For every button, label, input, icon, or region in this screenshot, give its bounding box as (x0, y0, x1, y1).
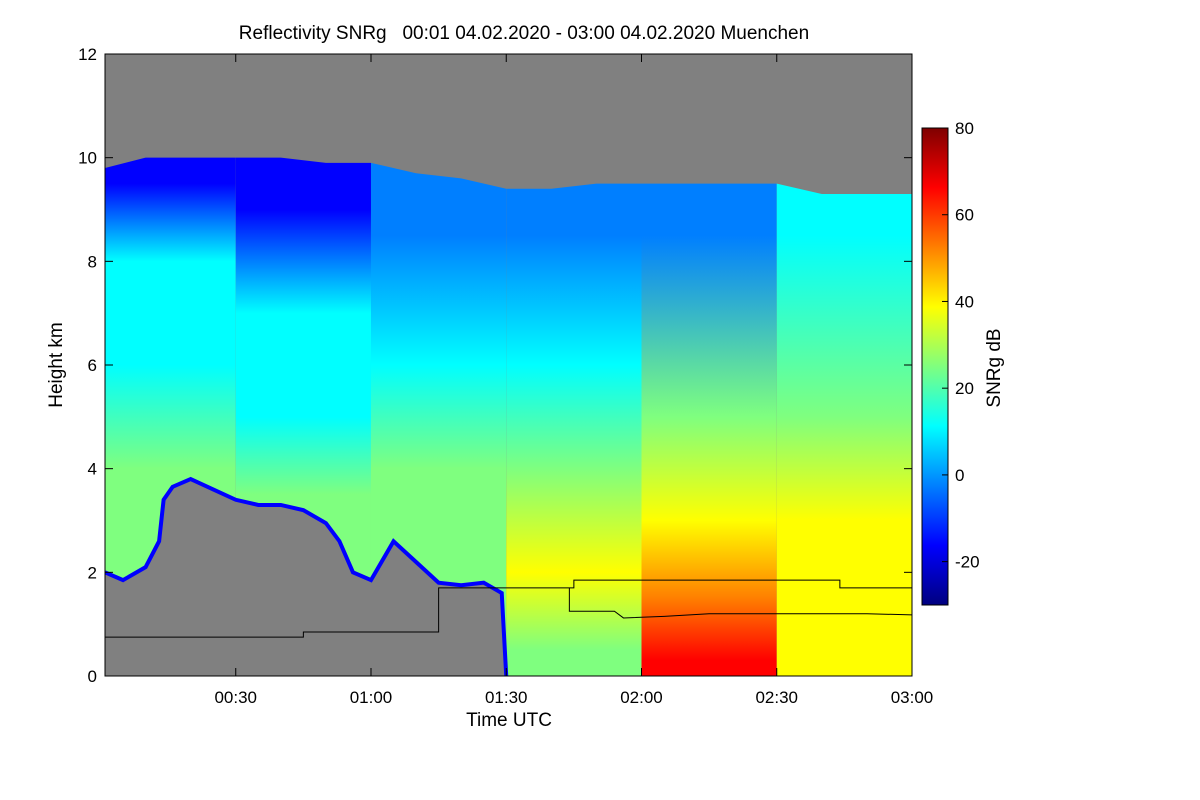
y-axis-label: Height km (46, 322, 67, 408)
y-tick-label: 6 (88, 356, 97, 375)
colorbar-tick-label: 0 (955, 466, 964, 485)
plot-area (105, 54, 912, 676)
colorbar-tick-label: 80 (955, 119, 974, 138)
x-tick-label: 01:00 (350, 688, 393, 707)
colorbar-tick-label: 20 (955, 379, 974, 398)
x-axis-label: Time UTC (466, 710, 552, 731)
x-tick-label: 03:00 (891, 688, 934, 707)
no-data-above-cloud (105, 54, 912, 194)
y-tick-label: 10 (78, 149, 97, 168)
no-data-dry-layer (105, 479, 507, 676)
colorbar-tick-label: 60 (955, 206, 974, 225)
dry-layer-edge (105, 476, 509, 676)
boundary-line-upper (105, 579, 912, 638)
colorbar-tick-label: 40 (955, 292, 974, 311)
y-tick-label: 8 (88, 252, 97, 271)
y-tick-label: 0 (88, 667, 97, 686)
y-tick-label: 4 (88, 460, 97, 479)
x-tick-label: 02:00 (620, 688, 663, 707)
x-tick-label: 01:30 (485, 688, 528, 707)
chart-title: Reflectivity SNRg 00:01 04.02.2020 - 03:… (239, 23, 809, 44)
y-tick-label: 2 (88, 563, 97, 582)
colorbar (921, 127, 949, 606)
x-axis: 00:30 01:00 01:30 02:00 02:30 03:00 (214, 54, 933, 707)
x-tick-label: 02:30 (755, 688, 798, 707)
x-tick-label: 00:30 (214, 688, 257, 707)
colorbar-tick-label: -20 (955, 553, 980, 572)
colorbar-axis: -20 0 20 40 60 80 (942, 119, 980, 572)
y-tick-label: 12 (78, 45, 97, 64)
colorbar-label: SNRg dB (984, 328, 1005, 407)
boundary-line-lower (568, 587, 912, 619)
y-axis: 0 2 4 6 8 10 12 (78, 45, 912, 686)
